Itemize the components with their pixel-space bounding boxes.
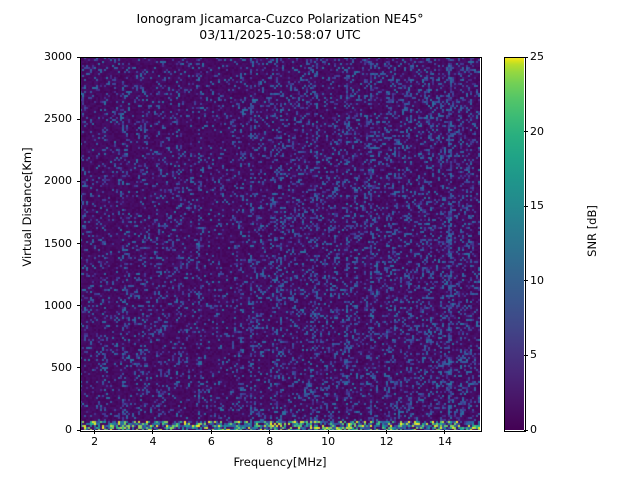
y-tick-mark — [76, 243, 80, 244]
x-tick-mark — [94, 430, 96, 434]
colorbar-tick-label: 25 — [530, 50, 544, 63]
y-tick-label: 500 — [51, 360, 72, 374]
x-tick-label: 12 — [379, 435, 394, 448]
x-tick-label: 6 — [207, 435, 215, 448]
colorbar-tick-label: 15 — [530, 199, 544, 213]
y-tick-label: 1000 — [44, 298, 72, 312]
colorbar-tick-mark — [524, 56, 528, 58]
y-tick-mark — [76, 56, 80, 58]
y-tick-label: 3000 — [44, 50, 72, 63]
y-tick-mark — [76, 180, 80, 182]
x-tick-mark — [444, 430, 446, 434]
y-tick-label: 2500 — [44, 112, 72, 126]
colorbar-tick-label: 10 — [530, 273, 544, 287]
colorbar-tick-mark — [524, 429, 528, 431]
ionogram-heatmap[interactable] — [80, 57, 480, 430]
x-tick-label: 14 — [437, 435, 452, 448]
y-tick-label: 0 — [65, 423, 72, 436]
x-tick-mark — [152, 430, 154, 434]
y-tick-mark — [76, 118, 80, 120]
x-tick-label: 10 — [321, 435, 336, 448]
y-tick-label: 2000 — [44, 174, 72, 188]
colorbar-tick-mark — [524, 354, 528, 356]
y-tick-mark — [76, 429, 80, 431]
colorbar-tick-label: 0 — [530, 423, 537, 436]
colorbar-tick-mark — [524, 280, 528, 282]
colorbar-tick-mark — [524, 205, 528, 207]
x-tick-label: 4 — [149, 435, 157, 448]
y-axis-label: Virtual Distance[Km] — [20, 147, 34, 267]
x-tick-label: 8 — [266, 435, 274, 448]
y-tick-mark — [76, 367, 80, 369]
x-tick-mark — [269, 430, 271, 434]
colorbar-label: SNR [dB] — [585, 205, 599, 257]
x-tick-label: 2 — [91, 435, 99, 448]
x-tick-mark — [327, 430, 329, 434]
colorbar-gradient[interactable] — [504, 57, 524, 430]
x-tick-mark — [210, 430, 212, 434]
colorbar-tick-label: 20 — [530, 124, 544, 138]
chart-title: Ionogram Jicamarca-Cuzco Polarization NE… — [136, 11, 424, 42]
colorbar-tick-label: 5 — [530, 348, 537, 362]
x-tick-mark — [386, 430, 388, 434]
y-tick-label: 1500 — [44, 236, 72, 250]
x-axis-label: Frequency[MHz] — [233, 455, 327, 469]
heatmap-pixels — [80, 57, 480, 430]
colorbar-tick-mark — [524, 131, 528, 133]
y-tick-mark — [76, 305, 80, 307]
